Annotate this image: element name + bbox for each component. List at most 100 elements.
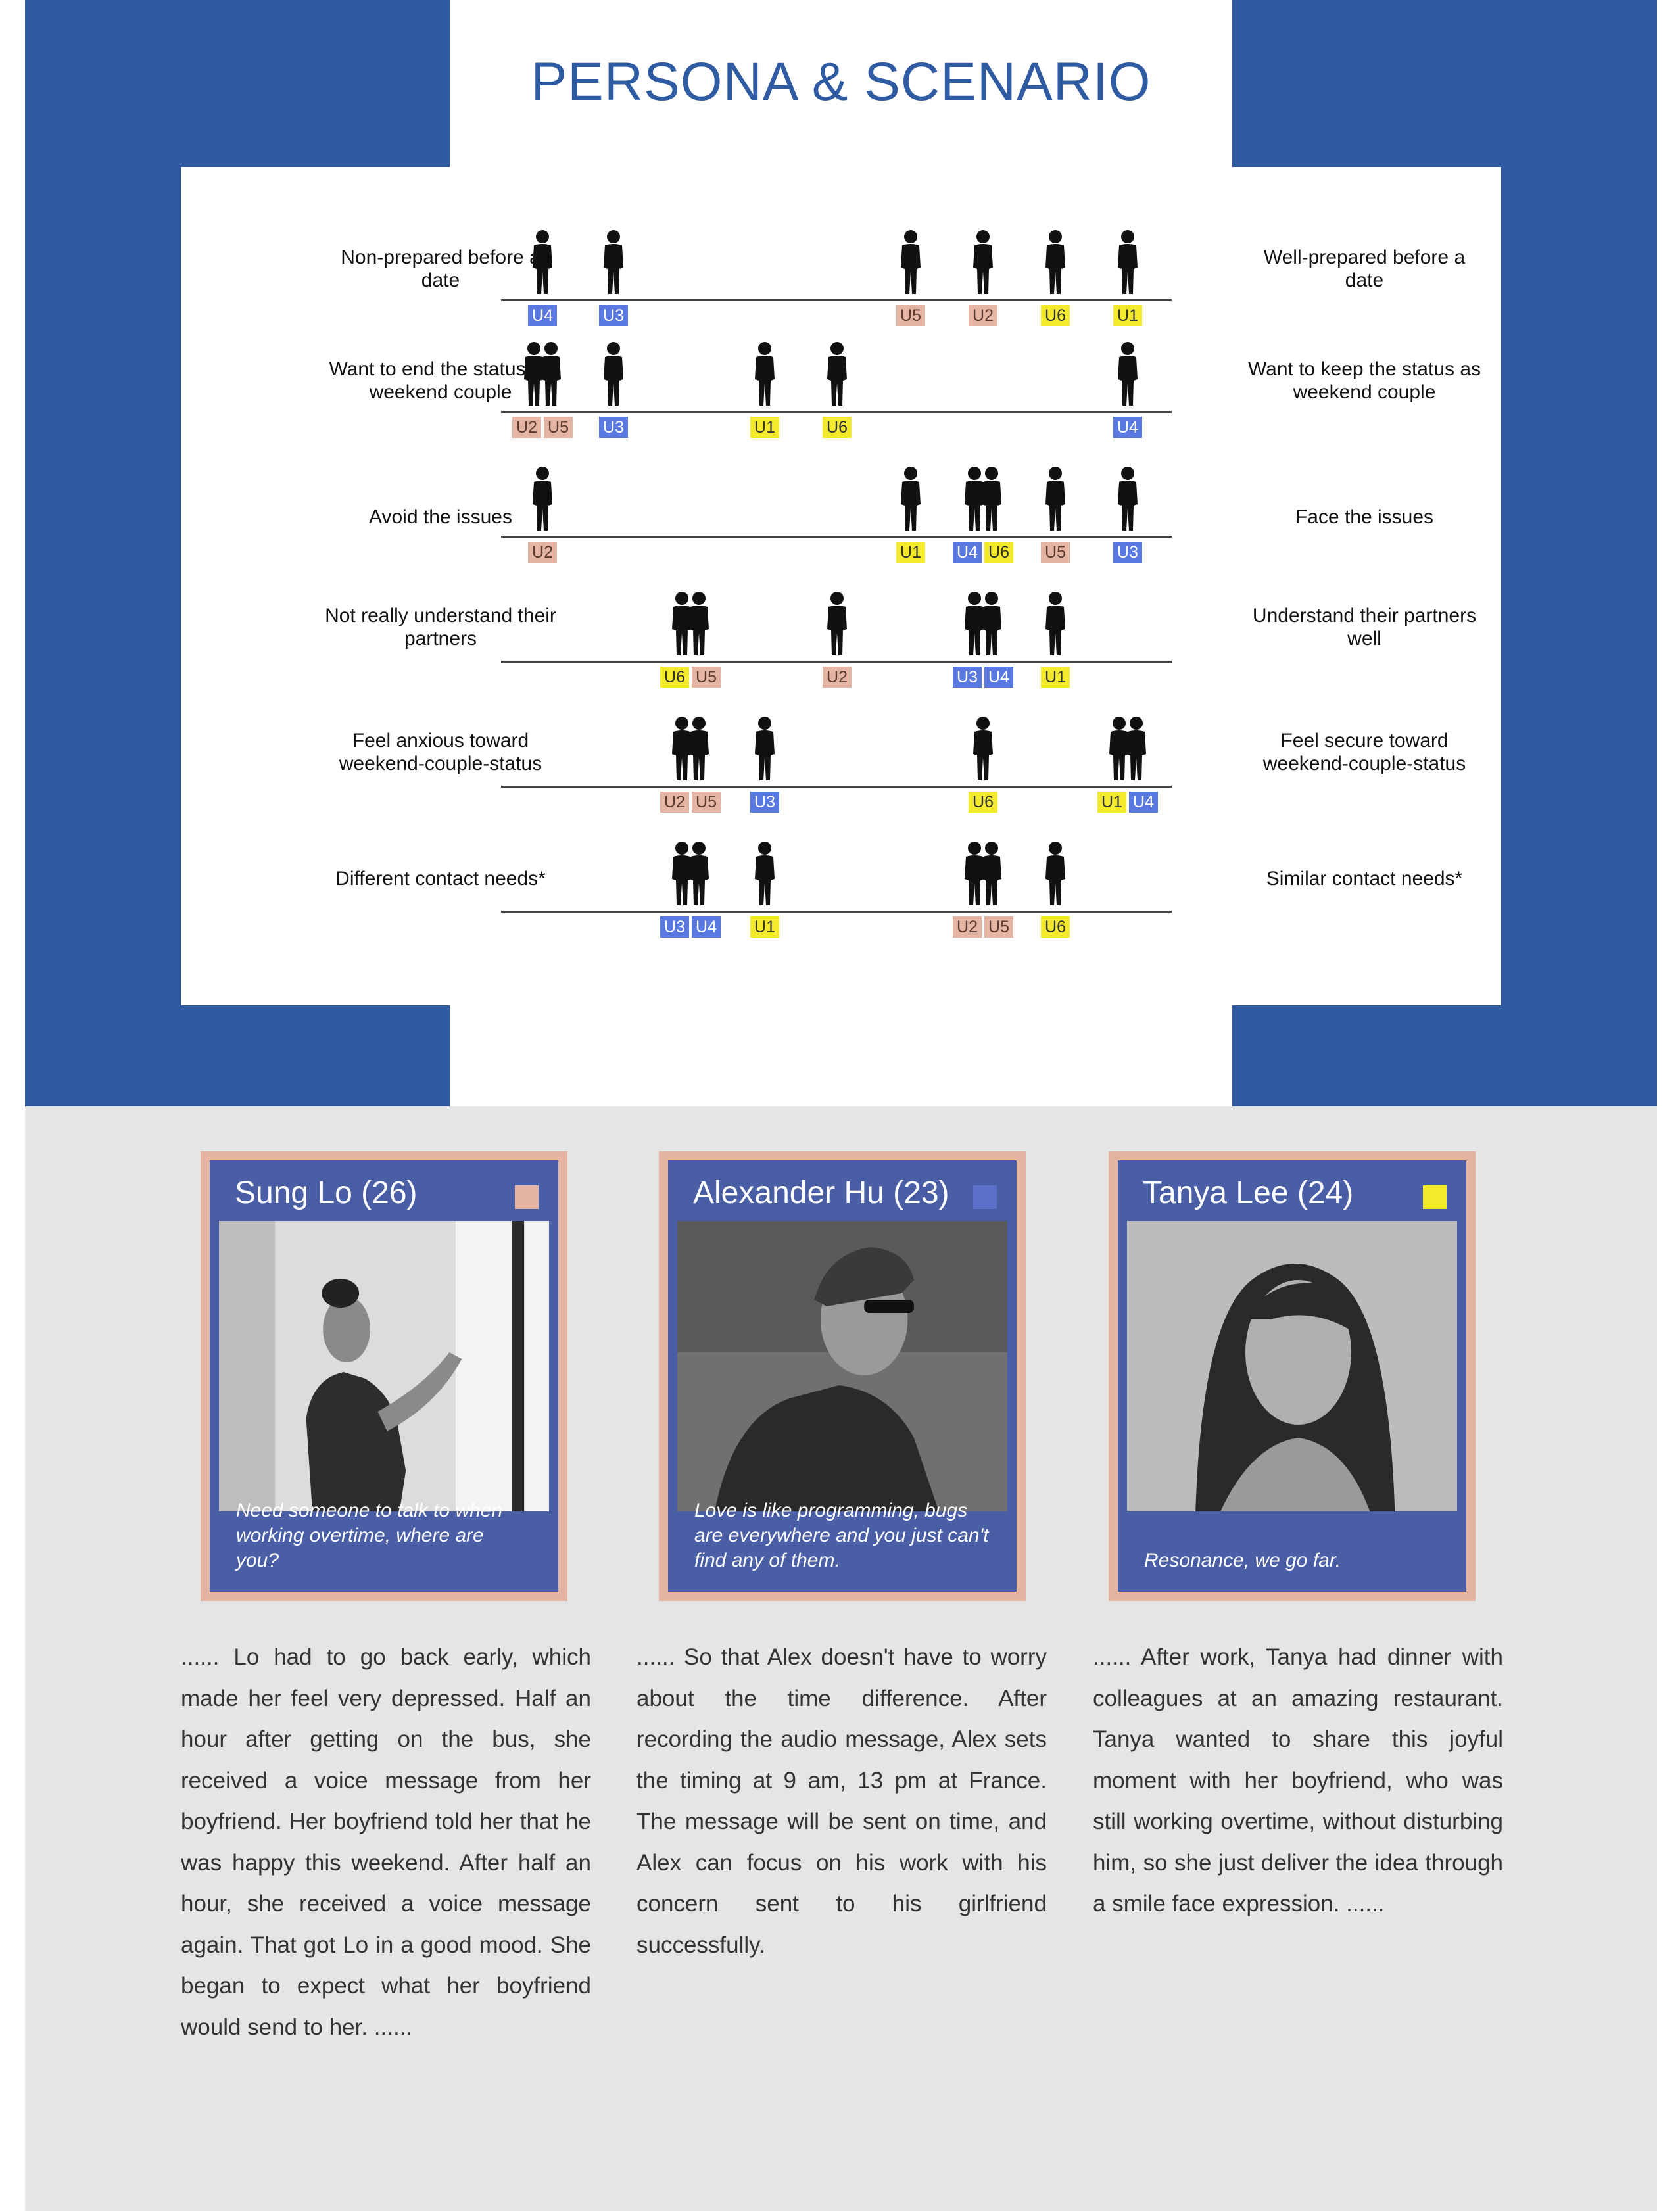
persona-card-alexander-hu: Alexander Hu (23) Love is like programmi… [659, 1151, 1026, 1601]
person-figure-icon [600, 341, 627, 407]
persona-photo [219, 1221, 549, 1511]
persona-scale-diagram: Non-prepared before a date Well-prepared … [181, 167, 1501, 1005]
person-figure-icon [824, 591, 850, 657]
user-tag: U1 [1097, 792, 1126, 813]
user-tag: U4 [528, 305, 557, 326]
scale-right-label: Well-prepared before a date [1263, 247, 1466, 291]
person-figure-icon [1042, 229, 1068, 295]
scale-axis-line [501, 661, 1172, 663]
couple-figure-icon [963, 466, 1003, 532]
persona-color-square [515, 1185, 539, 1209]
scale-axis-line [501, 411, 1172, 413]
scenario-text-tanya-lee: ...... After work, Tanya had dinner with… [1093, 1644, 1503, 1916]
user-tag: U4 [1129, 792, 1158, 813]
person-figure-icon [600, 229, 627, 295]
scale-left-label: Avoid the issues [369, 506, 512, 528]
persona-color-square [1423, 1185, 1447, 1209]
persona-quote: Resonance, we go far. [1144, 1550, 1341, 1571]
user-tag: U2 [953, 916, 982, 938]
person-figure-icon [1115, 341, 1141, 407]
person-figure-icon [752, 341, 778, 407]
user-tag: U2 [660, 792, 689, 813]
user-tag: U4 [953, 542, 982, 563]
user-tag: U5 [692, 792, 721, 813]
scale-right-label: Similar contact needs* [1266, 868, 1463, 890]
person-figure-icon [1042, 841, 1068, 907]
user-tag: U6 [823, 417, 852, 438]
persona-card-body: Sung Lo (26) Need someone to talk to whe… [210, 1160, 558, 1592]
persona-card-body: Alexander Hu (23) Love is like programmi… [668, 1160, 1017, 1592]
scale-left-label: Non-prepared before a date [341, 247, 540, 291]
scale-axis-line [501, 786, 1172, 788]
person-figure-icon [1115, 466, 1141, 532]
user-tag: U3 [599, 417, 628, 438]
user-tag: U2 [823, 667, 852, 688]
user-tag: U2 [528, 542, 557, 563]
user-tag: U6 [1041, 916, 1070, 938]
user-tag: U5 [544, 417, 573, 438]
user-tag: U6 [969, 792, 997, 813]
scenario-text-alexander-hu: ...... So that Alex doesn't have to worr… [636, 1644, 1047, 1958]
persona-photo [1127, 1221, 1457, 1511]
scale-axis-line [501, 299, 1172, 301]
scale-axis-line [501, 911, 1172, 913]
person-figure-icon [752, 716, 778, 782]
person-figure-icon [898, 466, 924, 532]
persona-name: Sung Lo (26) [235, 1176, 418, 1210]
user-tag: U5 [692, 667, 721, 688]
user-tag: U6 [660, 667, 689, 688]
persona-photo [677, 1221, 1007, 1511]
scale-right-label: Understand their partners well [1252, 605, 1477, 650]
scale-right-label: Feel secure toward weekend-couple-status [1262, 730, 1466, 774]
person-figure-icon [1042, 466, 1068, 532]
persona-quote: Need someone to talk to when working ove… [236, 1500, 503, 1571]
user-tag: U3 [599, 305, 628, 326]
persona-name: Tanya Lee (24) [1143, 1176, 1354, 1210]
user-tag: U5 [896, 305, 925, 326]
user-tag: U5 [984, 916, 1013, 938]
couple-figure-icon [670, 841, 711, 907]
couple-figure-icon [670, 591, 711, 657]
user-tag: U6 [984, 542, 1013, 563]
scenario-text-sung-lo: ...... Lo had to go back early, which ma… [181, 1644, 591, 2040]
user-tag: U1 [1041, 667, 1070, 688]
person-figure-icon [752, 841, 778, 907]
user-tag: U4 [692, 916, 721, 938]
person-figure-icon [824, 341, 850, 407]
user-tag: U2 [512, 417, 541, 438]
couple-figure-icon [963, 591, 1003, 657]
user-tag: U6 [1041, 305, 1070, 326]
user-tag: U3 [953, 667, 982, 688]
scale-left-label: Different contact needs* [335, 868, 546, 890]
person-figure-icon [529, 229, 556, 295]
user-tag: U3 [750, 792, 779, 813]
user-tag: U4 [984, 667, 1013, 688]
user-tag: U1 [750, 916, 779, 938]
user-tag: U1 [750, 417, 779, 438]
user-tag: U3 [1113, 542, 1142, 563]
persona-card-sung-lo: Sung Lo (26) Need someone to talk to whe… [201, 1151, 567, 1601]
person-figure-icon [529, 466, 556, 532]
user-tag: U1 [1113, 305, 1142, 326]
page-title: PERSONA & SCENARIO [531, 52, 1151, 112]
couple-figure-icon [963, 841, 1003, 907]
couple-figure-icon [670, 716, 711, 782]
persona-name: Alexander Hu (23) [693, 1176, 949, 1210]
scale-axis-line [501, 536, 1172, 538]
user-tag: U2 [969, 305, 997, 326]
persona-color-square [973, 1185, 997, 1209]
couple-figure-icon [1107, 716, 1148, 782]
user-tag: U5 [1041, 542, 1070, 563]
user-tag: U4 [1113, 417, 1142, 438]
scale-right-label: Want to keep the status as weekend coupl… [1247, 358, 1481, 403]
scale-right-label: Face the issues [1295, 506, 1434, 528]
user-tag: U1 [896, 542, 925, 563]
scale-left-label: Want to end the status as weekend couple [329, 358, 552, 403]
scale-left-label: Not really understand their partners [325, 605, 556, 650]
person-figure-icon [1115, 229, 1141, 295]
user-tag: U3 [660, 916, 689, 938]
couple-figure-icon [522, 341, 563, 407]
persona-card-tanya-lee: Tanya Lee (24) Resonance, we go far. [1109, 1151, 1476, 1601]
persona-card-body: Tanya Lee (24) Resonance, we go far. [1118, 1160, 1466, 1592]
person-figure-icon [1042, 591, 1068, 657]
